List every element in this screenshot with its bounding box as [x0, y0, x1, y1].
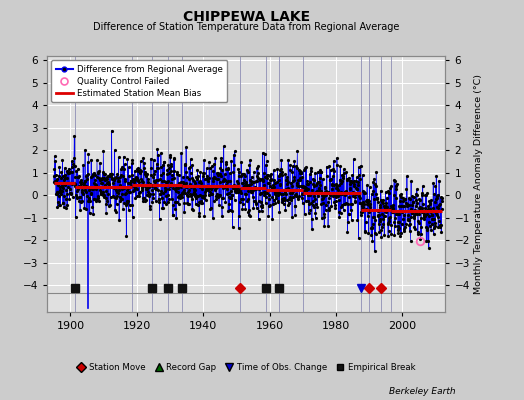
- Text: Berkeley Earth: Berkeley Earth: [389, 387, 456, 396]
- Y-axis label: Monthly Temperature Anomaly Difference (°C): Monthly Temperature Anomaly Difference (…: [474, 74, 483, 294]
- Legend: Station Move, Record Gap, Time of Obs. Change, Empirical Break: Station Move, Record Gap, Time of Obs. C…: [74, 361, 418, 375]
- Legend: Difference from Regional Average, Quality Control Failed, Estimated Station Mean: Difference from Regional Average, Qualit…: [51, 60, 227, 102]
- Text: CHIPPEWA LAKE: CHIPPEWA LAKE: [183, 10, 310, 24]
- Text: Difference of Station Temperature Data from Regional Average: Difference of Station Temperature Data f…: [93, 22, 399, 32]
